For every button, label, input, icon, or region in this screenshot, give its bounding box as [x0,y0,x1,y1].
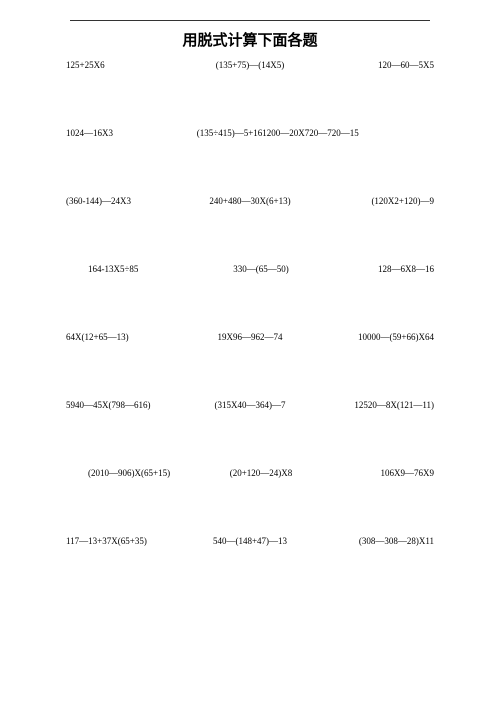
worksheet-page: 用脱式计算下面各题 125+25X6(135+75)―(14X5)120―60―… [0,0,500,624]
problem-row: (2010―906)X(65+15)(20+120―24)X8106X9―76X… [60,468,440,478]
problem-row: 117―13+37X(65+35)540―(148+47)―13(308―308… [60,536,440,546]
problem-cell: 540―(148+47)―13 [189,536,312,546]
problem-cell: (120X2+120)―9 [311,196,440,206]
problem-cell: 12520―8X(121―11) [311,400,440,410]
problem-cell: 1024―16X3 [60,128,197,138]
problem-row: 125+25X6(135+75)―(14X5)120―60―5X5 [60,60,440,70]
problem-cell: 330―(65―50) [203,264,318,274]
problem-cell: (2010―906)X(65+15) [60,468,203,478]
problem-row: (360-144)―24X3240+480―30X(6+13)(120X2+12… [60,196,440,206]
problem-cell: 117―13+37X(65+35) [60,536,189,546]
problem-cell: 64X(12+65―13) [60,332,189,342]
problem-cell: (315X40―364)―7 [189,400,312,410]
problem-cell: (135÷415)―5+161200―20X720―720―15 [197,128,440,138]
problem-cell: 120―60―5X5 [311,60,440,70]
problem-row: 64X(12+65―13)19X96―962―7410000―(59+66)X6… [60,332,440,342]
problems-container: 125+25X6(135+75)―(14X5)120―60―5X5 1024―16… [60,60,440,546]
problem-cell: (360-144)―24X3 [60,196,189,206]
problem-cell: (20+120―24)X8 [203,468,318,478]
problem-cell: 125+25X6 [60,60,189,70]
problem-cell: (135+75)―(14X5) [189,60,312,70]
problem-cell: 10000―(59+66)X64 [311,332,440,342]
page-title: 用脱式计算下面各题 [60,29,440,50]
problem-row: 164-13X5÷85330―(65―50)128―6X8―16 [60,264,440,274]
problem-cell: 5940―45X(798―616) [60,400,189,410]
problem-row: 5940―45X(798―616)(315X40―364)―712520―8X(… [60,400,440,410]
problem-cell: 19X96―962―74 [189,332,312,342]
problem-cell: 240+480―30X(6+13) [189,196,312,206]
problem-cell: 128―6X8―16 [319,264,440,274]
top-rule [70,20,430,21]
problem-cell: 106X9―76X9 [319,468,440,478]
problem-row: 1024―16X3(135÷415)―5+161200―20X720―720―1… [60,128,440,138]
problem-cell: (308―308―28)X11 [311,536,440,546]
problem-cell: 164-13X5÷85 [60,264,203,274]
